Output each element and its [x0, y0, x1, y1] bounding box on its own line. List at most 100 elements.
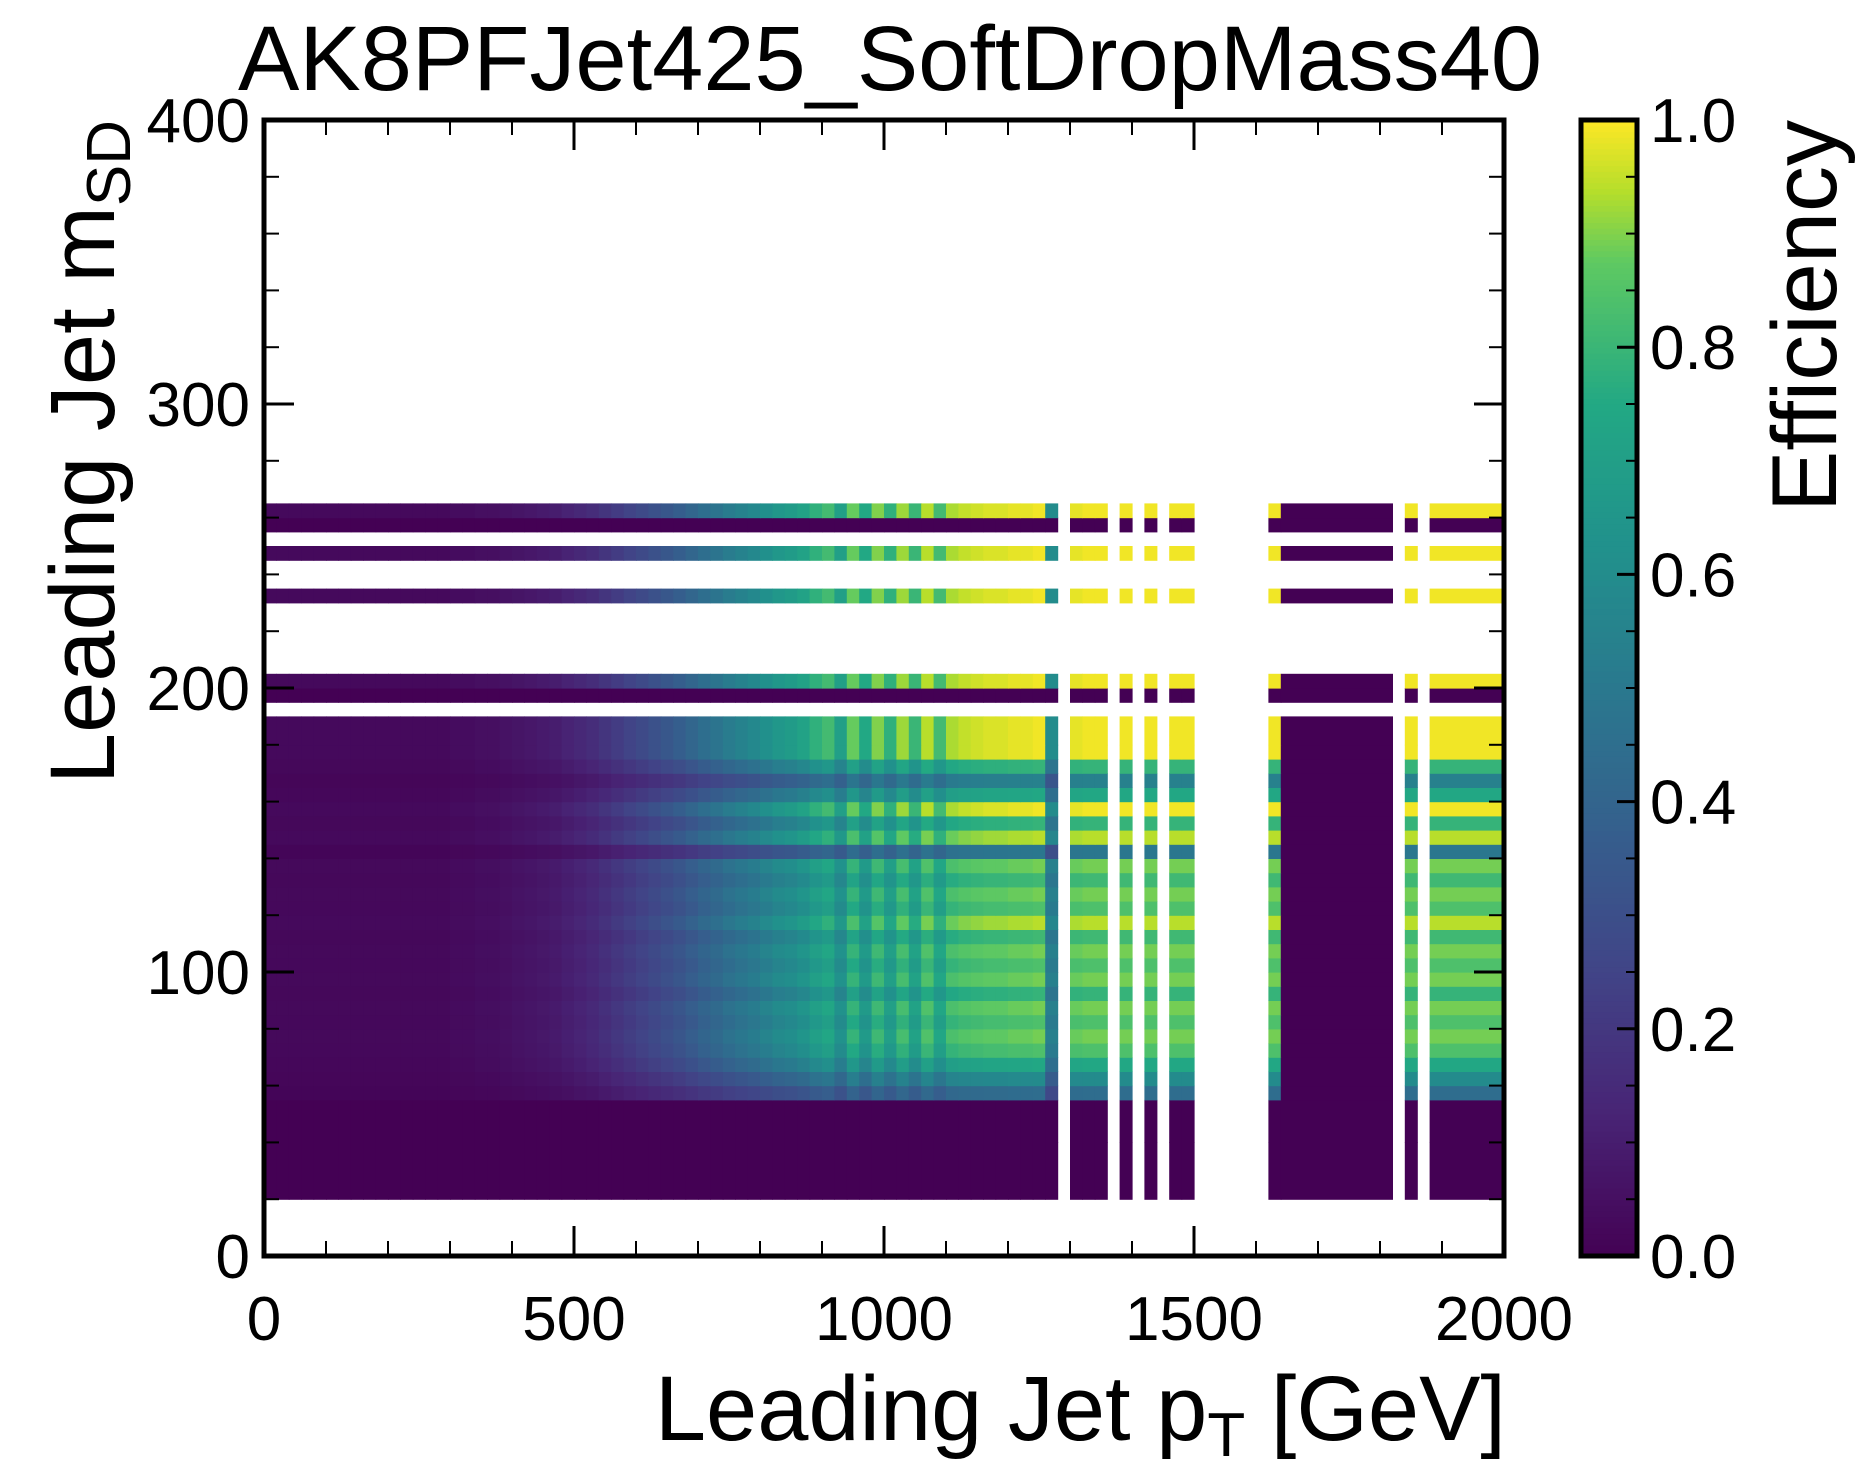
- heatmap-cell: [784, 830, 798, 845]
- heatmap-cell: [1020, 943, 1034, 959]
- heatmap-cell: [958, 943, 972, 959]
- heatmap-cell: [598, 986, 612, 1001]
- heatmap-cell: [896, 972, 910, 987]
- heatmap-cell: [512, 1057, 525, 1072]
- heatmap-cell: [1280, 716, 1393, 746]
- heatmap-cell: [301, 957, 315, 973]
- heatmap-cell: [1094, 815, 1108, 831]
- heatmap-cell: [946, 773, 959, 788]
- heatmap-cell: [462, 929, 476, 945]
- heatmap-cell: [846, 929, 860, 945]
- heatmap-cell: [846, 759, 860, 774]
- heatmap-cell: [946, 716, 959, 746]
- heatmap-cell: [437, 546, 451, 561]
- heatmap-cell: [301, 886, 315, 902]
- heatmap-cell: [822, 844, 835, 859]
- heatmap-cell: [1082, 1000, 1096, 1016]
- heatmap-cell: [846, 986, 860, 1001]
- heatmap-cell: [648, 716, 662, 746]
- heatmap-cell: [611, 858, 625, 874]
- heatmap-cell: [636, 1142, 649, 1200]
- heatmap-cell: [425, 1085, 439, 1101]
- heatmap-cell: [871, 673, 885, 689]
- heatmap-cell: [1008, 759, 1021, 774]
- heatmap-cell: [363, 915, 377, 930]
- heatmap-cell: [1020, 787, 1034, 803]
- heatmap-cell: [1082, 716, 1096, 746]
- heatmap-cell: [1008, 929, 1021, 945]
- heatmap-cell: [1082, 957, 1096, 973]
- heatmap-cell: [1119, 915, 1133, 930]
- heatmap-cell: [1094, 1028, 1108, 1044]
- heatmap-cell: [896, 759, 910, 774]
- heatmap-cell: [1008, 787, 1021, 803]
- heatmap-cell: [747, 546, 761, 561]
- colorbar-segment: [1581, 1119, 1637, 1127]
- heatmap-cell: [747, 503, 761, 519]
- colorbar-segment: [1581, 1187, 1637, 1195]
- heatmap-cell: [1404, 957, 1418, 973]
- heatmap-cell: [375, 517, 389, 533]
- heatmap-cell: [1404, 517, 1418, 533]
- heatmap-cell: [1070, 1099, 1083, 1143]
- heatmap-cell: [1008, 773, 1021, 788]
- heatmap-cell: [487, 986, 501, 1001]
- heatmap-cell: [288, 517, 302, 533]
- heatmap-cell: [326, 1043, 339, 1058]
- heatmap-cell: [450, 986, 463, 1001]
- heatmap-cell: [946, 744, 959, 760]
- heatmap-cell: [660, 1014, 674, 1030]
- heatmap-cell: [834, 915, 848, 930]
- heatmap-cell: [338, 943, 352, 959]
- heatmap-cell: [636, 872, 649, 888]
- heatmap-cell: [524, 844, 538, 859]
- heatmap-cell: [958, 872, 972, 888]
- heatmap-cell: [586, 901, 600, 916]
- heatmap-cell: [710, 688, 724, 703]
- colorbar-segment: [1581, 318, 1637, 326]
- heatmap-cell: [301, 815, 315, 831]
- heatmap-cell: [586, 801, 600, 817]
- heatmap-cell: [1070, 801, 1083, 817]
- heatmap-cell: [313, 744, 327, 760]
- heatmap-cell: [822, 858, 835, 874]
- heatmap-cell: [747, 588, 761, 604]
- heatmap-cell: [1094, 744, 1108, 760]
- heatmap-cell: [673, 517, 687, 533]
- heatmap-cell: [1169, 872, 1183, 888]
- heatmap-cell: [512, 972, 525, 987]
- heatmap-cell: [474, 1142, 488, 1200]
- heatmap-cell: [673, 801, 687, 817]
- heatmap-cell: [908, 929, 922, 945]
- heatmap-cell: [487, 588, 501, 604]
- heatmap-cell: [933, 744, 947, 760]
- heatmap-cell: [549, 1142, 563, 1200]
- heatmap-cell: [809, 1043, 823, 1058]
- heatmap-cell: [350, 801, 364, 817]
- heatmap-cell: [1119, 1014, 1133, 1030]
- colorbar-segment: [1581, 1017, 1637, 1024]
- heatmap-cell: [313, 901, 327, 916]
- heatmap-cell: [536, 1085, 550, 1101]
- colorbar-segment: [1581, 415, 1637, 422]
- heatmap-cell: [611, 716, 625, 746]
- heatmap-cell: [350, 1057, 364, 1072]
- heatmap-cell: [1144, 815, 1158, 831]
- heatmap-cell: [722, 858, 736, 874]
- heatmap-cell: [450, 503, 463, 519]
- heatmap-cell: [1280, 801, 1393, 817]
- heatmap-cell: [1429, 1085, 1505, 1101]
- heatmap-cell: [1404, 1099, 1418, 1143]
- heatmap-cell: [264, 773, 277, 788]
- heatmap-cell: [834, 815, 848, 831]
- heatmap-cell: [1045, 1000, 1059, 1016]
- colorbar-segment: [1581, 307, 1637, 314]
- heatmap-cell: [264, 1014, 277, 1030]
- heatmap-cell: [425, 943, 439, 959]
- heatmap-cell: [1008, 801, 1021, 817]
- heatmap-cell: [797, 972, 811, 987]
- heatmap-cell: [549, 744, 563, 760]
- heatmap-cell: [363, 588, 377, 604]
- colorbar-segment: [1581, 369, 1637, 377]
- heatmap-cell: [623, 787, 637, 803]
